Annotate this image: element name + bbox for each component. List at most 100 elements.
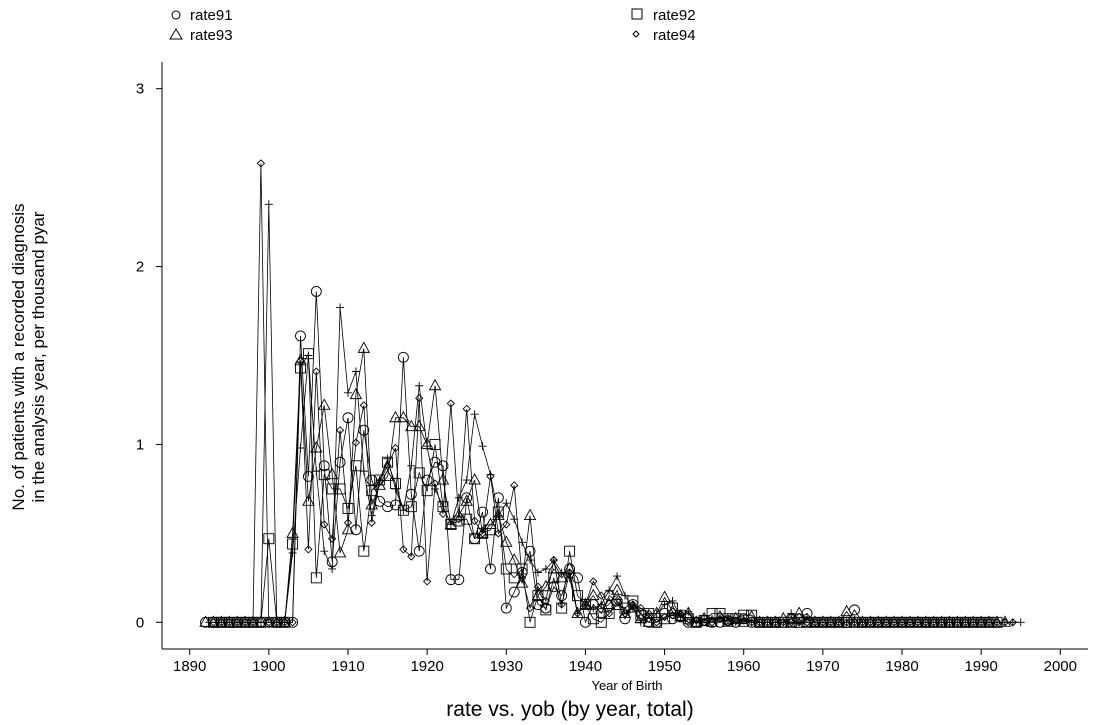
data-point (587, 613, 599, 625)
data-point (739, 614, 748, 623)
data-point (310, 441, 323, 453)
data-point (700, 614, 709, 623)
data-point (507, 553, 521, 565)
data-point (644, 609, 653, 618)
data-point (1000, 618, 1009, 627)
data-point (391, 443, 400, 453)
data-point (317, 398, 331, 410)
data-point (595, 616, 607, 628)
data-point (602, 597, 616, 609)
data-point (209, 618, 218, 627)
data-point (985, 618, 994, 627)
data-point (850, 618, 859, 627)
data-point (620, 609, 630, 618)
x-axis-label: Year of Birth (591, 678, 662, 693)
data-point (405, 419, 418, 432)
data-point (359, 401, 368, 410)
data-point (541, 564, 550, 573)
data-point (803, 612, 812, 621)
data-point (700, 618, 709, 627)
data-point (500, 602, 512, 614)
data-point (263, 533, 275, 545)
legend-marker-rate94 (632, 30, 640, 38)
data-point (526, 556, 535, 565)
x-tick-label: 1940 (569, 658, 602, 675)
x-tick-label: 2000 (1044, 658, 1077, 675)
data-point (336, 303, 345, 312)
series-line (213, 163, 1013, 623)
data-point (477, 527, 488, 539)
data-point (397, 351, 409, 363)
data-point (525, 603, 535, 613)
data-point (397, 410, 410, 423)
data-point (840, 604, 853, 617)
y-tick-label: 0 (136, 614, 144, 631)
data-point (660, 612, 669, 622)
data-point (478, 529, 487, 538)
data-point (723, 618, 733, 627)
data-point (407, 461, 416, 470)
series-line (221, 204, 1021, 623)
data-point (383, 454, 392, 463)
data-point (485, 563, 496, 575)
data-point (510, 515, 519, 524)
data-point (413, 545, 425, 557)
data-point (343, 518, 353, 527)
data-point (579, 599, 591, 610)
data-point (359, 467, 368, 476)
data-point (666, 604, 679, 617)
data-point (866, 618, 875, 627)
data-point (389, 410, 402, 423)
data-point (890, 618, 899, 627)
data-point (937, 618, 946, 627)
data-point (621, 591, 629, 600)
y-axis-label-line-2: in the analysis year, per thousand pyar (29, 211, 48, 502)
data-point (533, 568, 542, 577)
data-point (217, 618, 226, 627)
data-point (413, 467, 425, 479)
data-point (882, 618, 891, 627)
data-point (515, 576, 529, 588)
series-rate94 (209, 159, 1017, 627)
data-point (367, 518, 376, 527)
data-point (723, 612, 732, 621)
data-point (905, 618, 914, 627)
data-point (431, 484, 440, 493)
data-point (366, 485, 378, 497)
data-point (612, 596, 622, 606)
data-point (233, 618, 242, 627)
data-point (684, 607, 693, 616)
data-point (660, 600, 669, 609)
data-point (438, 502, 447, 511)
data-point (763, 618, 772, 627)
legend-marker-rate92 (631, 8, 643, 20)
legend-marker-rate93 (169, 28, 183, 40)
data-point (335, 426, 345, 435)
data-point (610, 583, 624, 595)
data-point (462, 476, 471, 485)
data-point (945, 618, 954, 627)
data-point (446, 399, 456, 408)
data-point (502, 499, 511, 508)
data-point (249, 618, 258, 627)
data-point (462, 404, 471, 414)
data-point (642, 615, 656, 627)
data-point (707, 618, 717, 627)
data-point (318, 460, 330, 472)
data-point (399, 545, 408, 554)
x-tick-label: 1970 (806, 658, 839, 675)
y-axis-label-line-1: No. of patients with a recorded diagnosi… (9, 203, 28, 510)
data-point (929, 618, 938, 627)
data-point (500, 535, 513, 547)
data-point (747, 618, 756, 627)
data-point (264, 618, 273, 627)
data-point (818, 618, 827, 627)
data-point (589, 604, 598, 613)
data-point (407, 552, 416, 561)
x-tick-label: 1900 (252, 658, 285, 675)
legend: rate91 rate92 rate93 rate94 (169, 7, 696, 44)
data-point (484, 517, 497, 529)
data-point (587, 588, 600, 601)
series-rate93 (199, 341, 1012, 627)
data-point (1016, 618, 1025, 627)
